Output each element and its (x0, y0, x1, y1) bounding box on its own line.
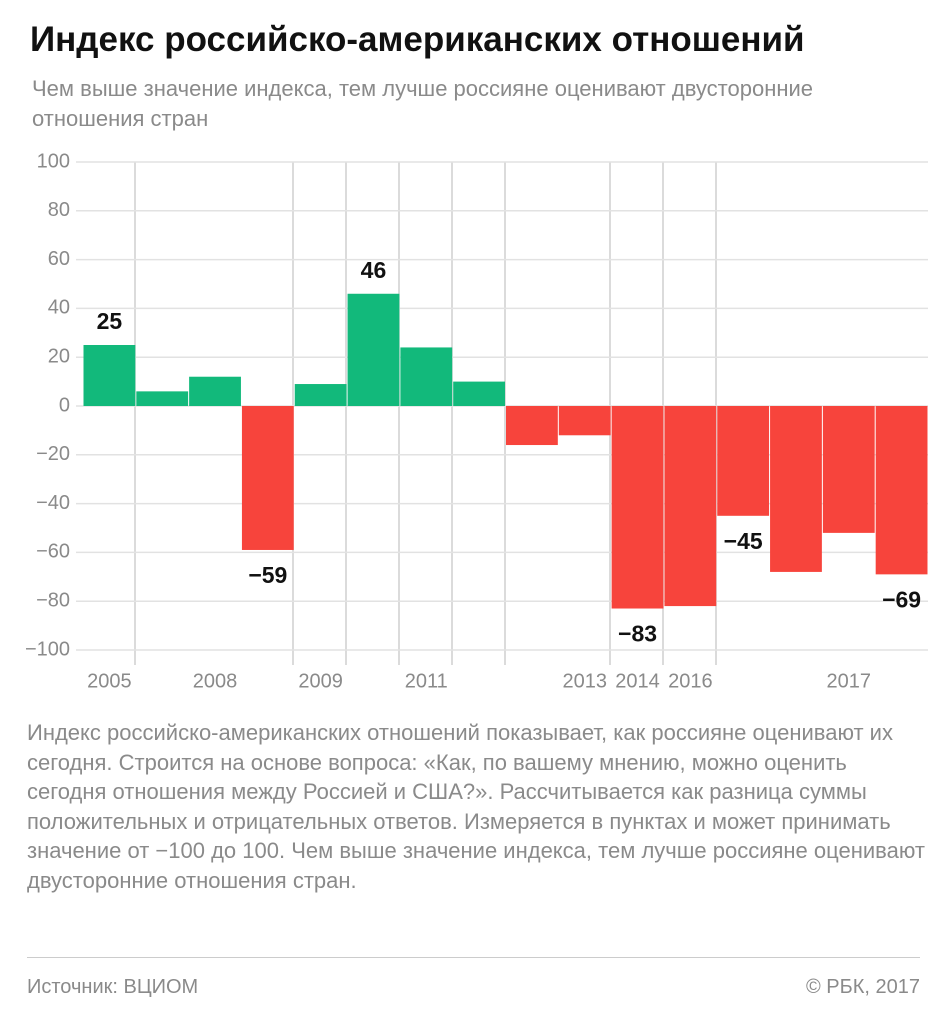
chart-subtitle: Чем выше значение индекса, тем лучше рос… (32, 76, 814, 131)
bar (241, 406, 294, 550)
x-tick-label: 2009 (298, 670, 343, 692)
bar (770, 406, 822, 572)
chart-title: Индекс российско-американских отношений (30, 20, 805, 59)
bar (347, 293, 400, 406)
bar (136, 391, 189, 406)
description: Индекс российско-американских отношений … (27, 720, 925, 893)
y-tick-label: 100 (37, 150, 70, 172)
bar (453, 381, 505, 406)
bar (400, 347, 453, 406)
y-tick-label: −40 (36, 492, 70, 514)
bar (875, 406, 928, 575)
source: Источник: ВЦИОМ (27, 976, 199, 998)
value-label: −83 (618, 621, 657, 647)
bar (294, 384, 347, 406)
bar (664, 406, 717, 607)
bar (558, 406, 611, 436)
y-tick-label: 80 (48, 199, 70, 221)
value-label: 46 (361, 257, 387, 283)
x-tick-label: 2005 (87, 670, 132, 692)
x-tick-label: 2017 (827, 670, 872, 692)
copyright: © РБК, 2017 (805, 976, 920, 998)
x-tick-label: 2008 (193, 670, 238, 692)
x-tick-label: 2016 (668, 670, 713, 692)
value-label: −45 (724, 528, 763, 554)
y-tick-label: 0 (59, 394, 70, 416)
value-label: 25 (97, 308, 123, 334)
y-tick-label: −80 (36, 589, 70, 611)
bar (83, 345, 136, 406)
bar (611, 406, 664, 609)
y-tick-label: −20 (36, 443, 70, 465)
bar (717, 406, 770, 516)
bar (822, 406, 875, 533)
chart: −100 −80 −60 −40 −20 0 20 40 60 80 100 2005 25 2008 −5… (25, 150, 928, 692)
y-tick-label: −60 (36, 541, 70, 563)
x-tick-label: 2013 (562, 670, 607, 692)
value-label: −59 (248, 562, 287, 588)
bar (189, 376, 241, 406)
divider (27, 957, 920, 958)
bar (506, 406, 558, 446)
x-tick-label: 2014 (615, 670, 660, 692)
y-tick-label: 40 (48, 297, 70, 319)
y-tick-label: −100 (25, 638, 70, 660)
y-tick-label: 60 (48, 248, 70, 270)
y-tick-label: 20 (48, 345, 70, 367)
x-tick-label: 2011 (405, 670, 448, 692)
value-label: −69 (882, 586, 921, 612)
